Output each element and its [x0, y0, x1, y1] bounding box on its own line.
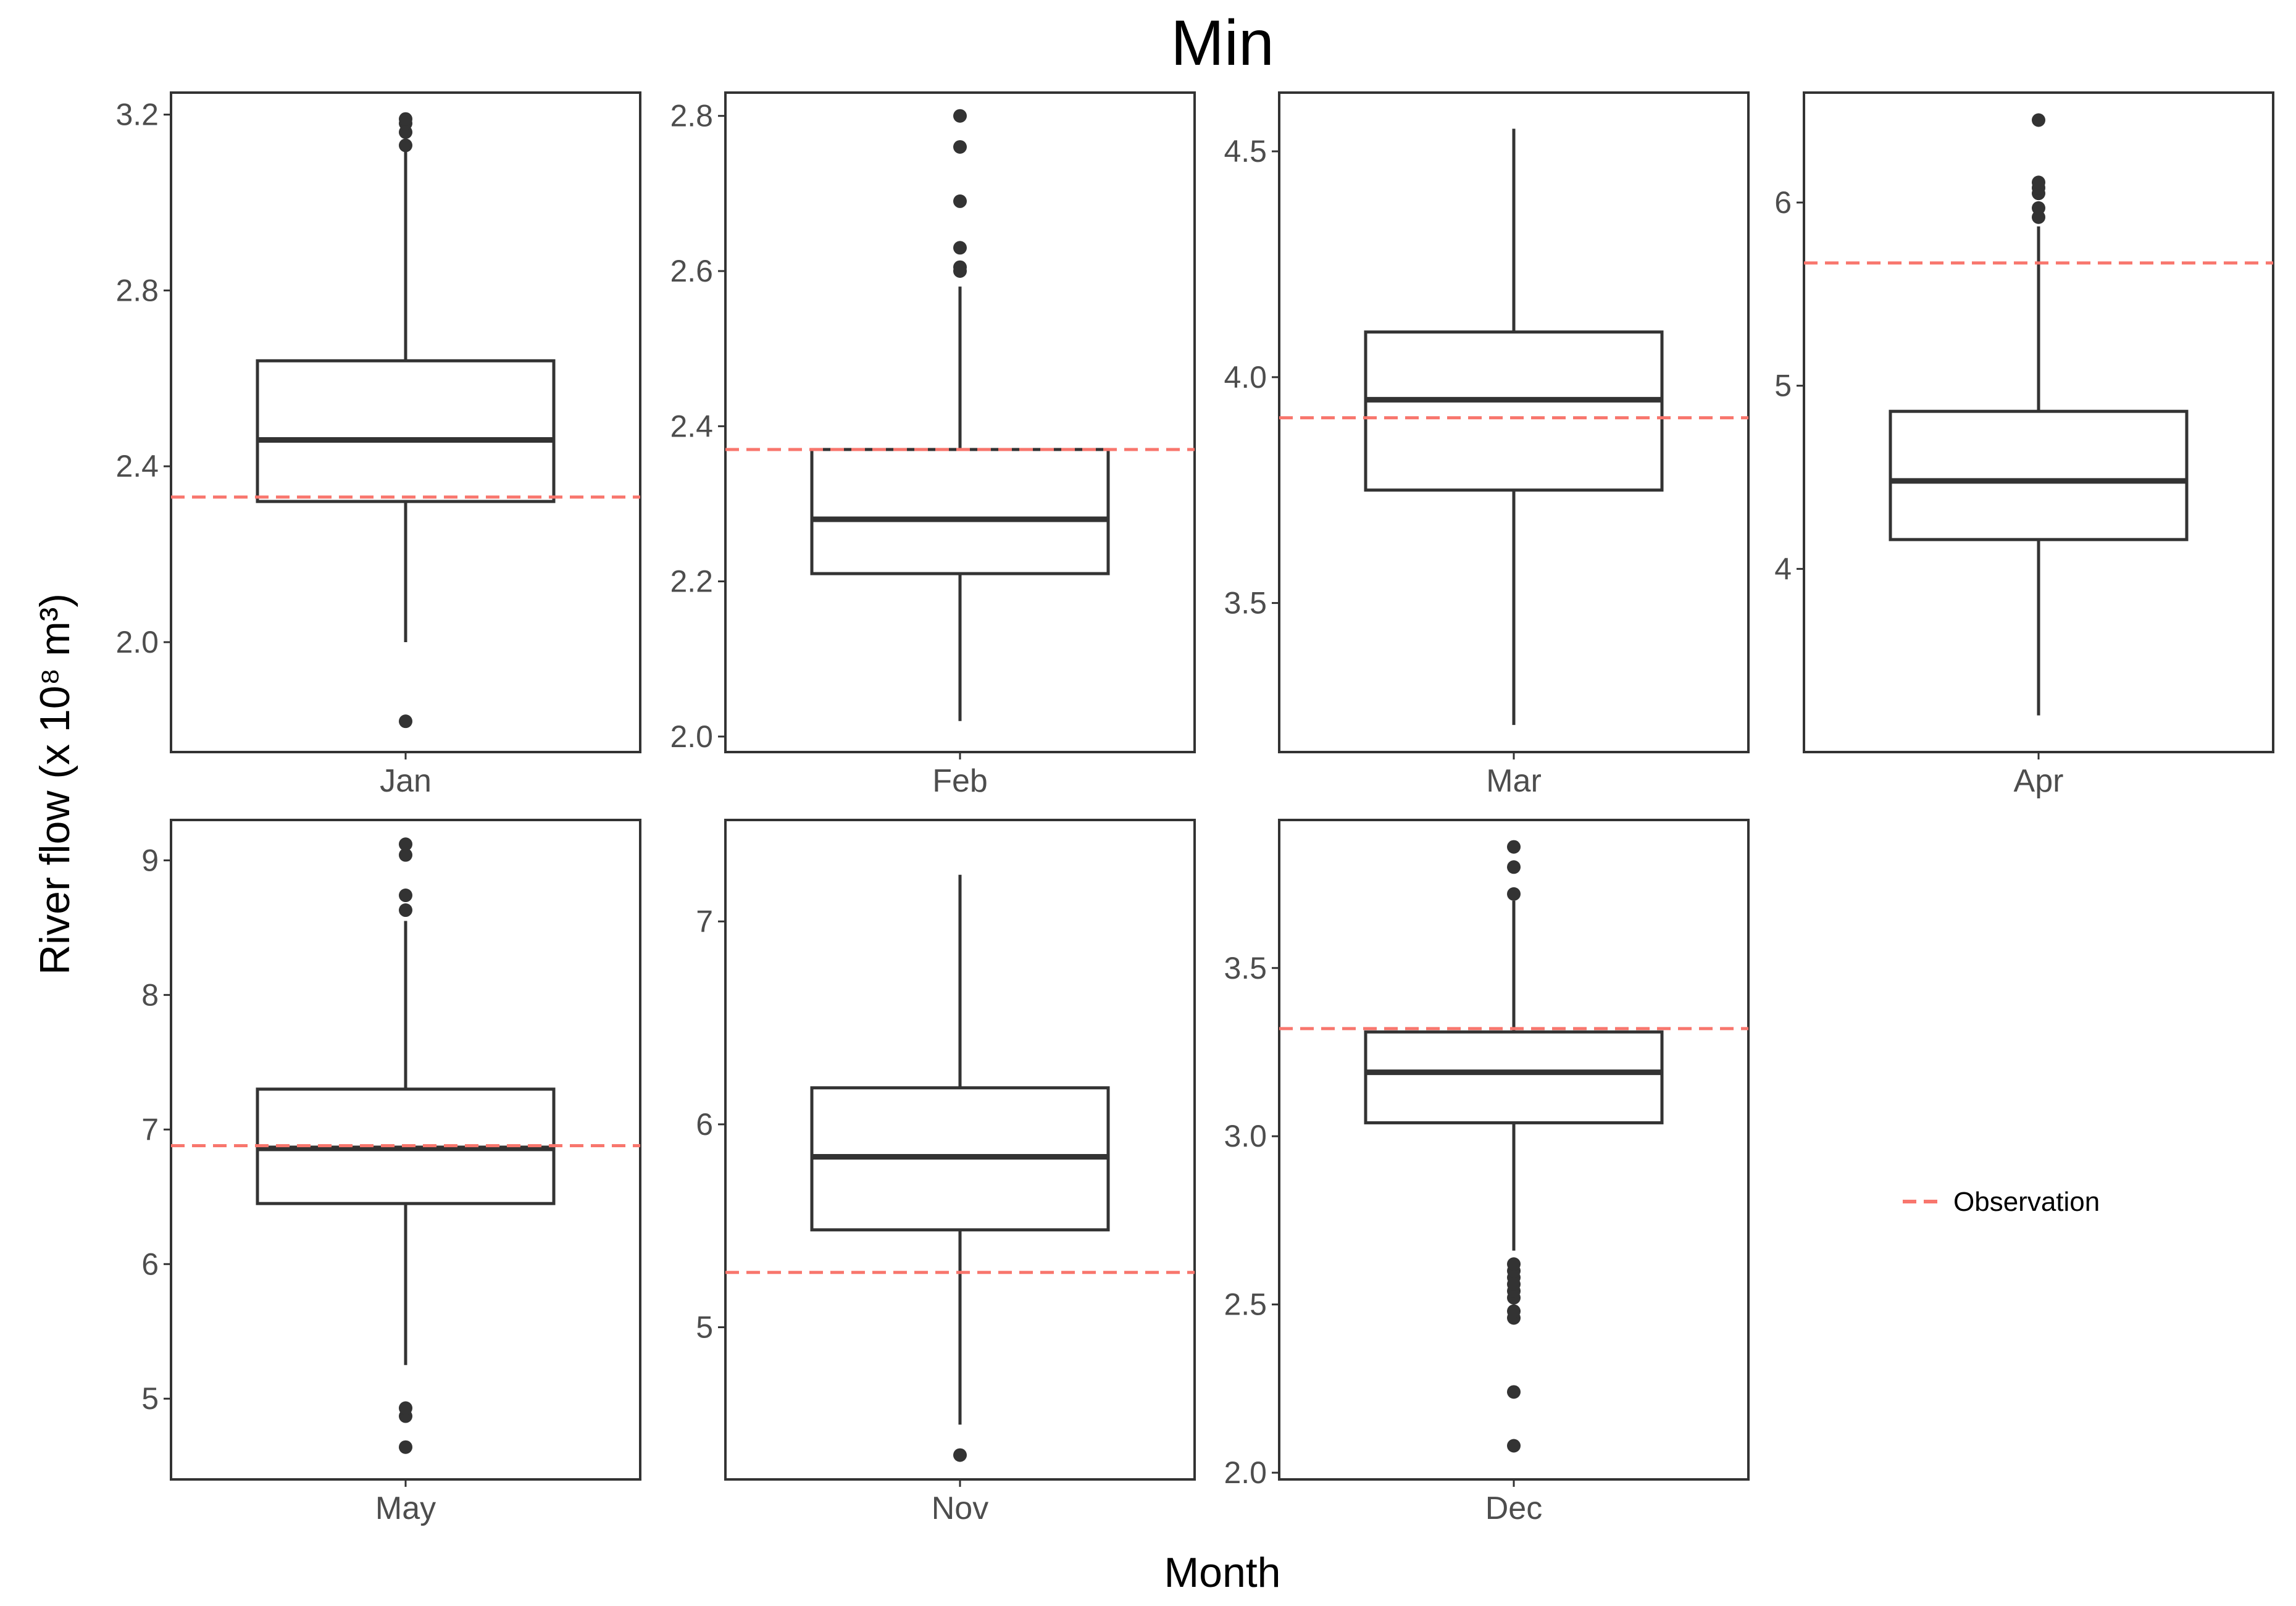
y-tick-label: 2.8 [670, 99, 713, 133]
panel-mar: 3.5 4.0 4.5 Mar [1224, 91, 1750, 799]
x-category-label: Mar [1486, 763, 1542, 799]
outlier-point [1507, 840, 1521, 854]
outlier-point [399, 714, 412, 729]
y-tick-label: 2.5 [1224, 1287, 1267, 1322]
legend-label: Observation [1953, 1187, 2100, 1217]
panel-nov: 5 6 7 Nov [696, 819, 1196, 1526]
y-tick-label: 5 [696, 1310, 713, 1345]
outlier-point [1507, 1439, 1521, 1453]
outlier-point [1507, 1257, 1521, 1271]
y-tick-label: 5 [141, 1381, 159, 1416]
x-axis-title: Month [1164, 1549, 1281, 1596]
y-tick-label: 6 [696, 1107, 713, 1142]
outlier-point [399, 837, 412, 851]
outlier-point [2032, 201, 2045, 215]
outlier-point [953, 194, 967, 208]
outlier-point [1507, 887, 1521, 901]
y-axis-title: River flow (x 10⁸ m³) [31, 593, 78, 975]
box-iqr [1364, 330, 1664, 492]
y-tick-label: 2.4 [115, 449, 159, 483]
x-category-label: Feb [932, 763, 988, 799]
outlier-point [953, 260, 967, 274]
y-tick-label: 9 [141, 843, 159, 877]
panel-feb: 2.0 2.2 2.4 2.6 2.8 Feb [670, 91, 1196, 799]
outlier-point [953, 1448, 967, 1462]
y-tick-label: 2.8 [115, 273, 159, 307]
outlier-point [399, 889, 412, 903]
panel-may: 5 6 7 8 9 May [141, 819, 641, 1526]
y-tick-label: 8 [141, 977, 159, 1012]
x-category-label: Jan [380, 763, 432, 799]
panel-dec: 2.0 2.5 3.0 3.5 Dec [1224, 819, 1750, 1526]
y-tick-label: 2.4 [670, 409, 713, 443]
y-tick-label: 2.2 [670, 564, 713, 599]
y-tick-label: 5 [1774, 369, 1792, 403]
y-tick-label: 7 [696, 904, 713, 939]
chart-title: Min [1171, 7, 1274, 79]
outlier-point [399, 903, 412, 918]
y-tick-label: 3.2 [115, 98, 159, 132]
y-tick-label: 3.5 [1224, 586, 1267, 621]
x-category-label: Apr [2014, 763, 2064, 799]
panels: 2.0 2.4 2.8 3.2 Jan 2.0 2.2 2.4 2.6 2.8 Feb 3.5 4.0 4… [115, 91, 2274, 1526]
box-iqr [810, 448, 1110, 575]
outlier-point [953, 109, 967, 123]
outlier-point [2032, 175, 2045, 190]
legend: Observation [1903, 1187, 2100, 1217]
outlier-point [2032, 113, 2045, 127]
y-tick-label: 7 [141, 1112, 159, 1147]
outlier-point [1507, 1385, 1521, 1399]
y-tick-label: 3.5 [1224, 951, 1267, 985]
outlier-point [1507, 1304, 1521, 1318]
outlier-point [953, 140, 967, 154]
outlier-point [399, 138, 412, 153]
y-tick-label: 6 [1774, 185, 1792, 220]
y-tick-label: 4.5 [1224, 134, 1267, 169]
box-iqr [1889, 409, 2189, 542]
outlier-point [1507, 860, 1521, 874]
outlier-point [399, 848, 412, 862]
panel-jan: 2.0 2.4 2.8 3.2 Jan [115, 91, 641, 799]
y-tick-label: 4 [1774, 551, 1792, 586]
y-tick-label: 6 [141, 1247, 159, 1281]
y-tick-label: 2.0 [115, 625, 159, 659]
x-category-label: Nov [932, 1491, 988, 1526]
outlier-point [399, 1401, 412, 1415]
box-iqr [1364, 1030, 1664, 1124]
panel-apr: 4 5 6 Apr [1774, 91, 2274, 799]
outlier-point [399, 1440, 412, 1454]
y-tick-label: 3.0 [1224, 1119, 1267, 1153]
y-tick-label: 2.0 [1224, 1455, 1267, 1490]
outlier-point [953, 241, 967, 255]
y-tick-label: 2.6 [670, 254, 713, 288]
y-tick-label: 2.0 [670, 719, 713, 754]
box-iqr [256, 359, 556, 503]
x-category-label: Dec [1485, 1491, 1542, 1526]
outlier-point [399, 112, 412, 126]
x-category-label: May [375, 1491, 436, 1526]
y-tick-label: 4.0 [1224, 360, 1267, 395]
